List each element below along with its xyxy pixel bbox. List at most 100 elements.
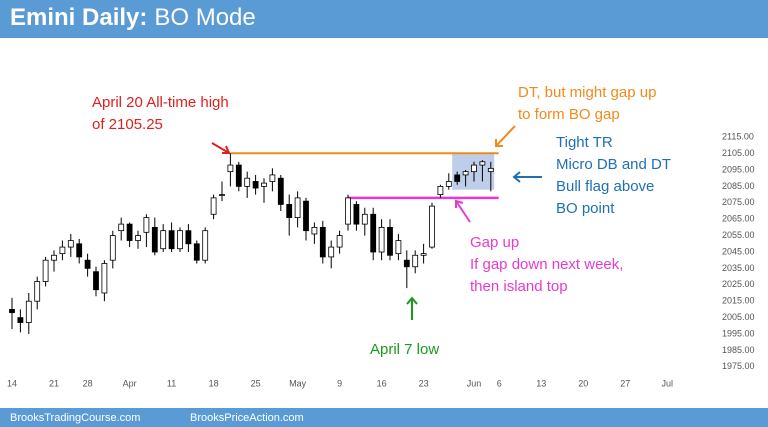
candle-body <box>160 230 167 250</box>
candle-body <box>361 213 368 225</box>
candle-body <box>286 204 293 218</box>
candle-body <box>261 182 267 187</box>
candle-body <box>319 226 326 258</box>
candle-body <box>252 181 259 189</box>
title-bar <box>0 0 768 38</box>
candle-body <box>395 240 402 255</box>
y-tick-label: 1975.00 <box>722 361 755 371</box>
candle-body <box>303 200 309 232</box>
candle-body <box>9 308 15 314</box>
y-tick-label: 1985.00 <box>722 345 755 355</box>
annotation: of 2105.25 <box>92 116 163 133</box>
candle-body <box>185 230 192 245</box>
x-tick-label: 27 <box>620 378 630 388</box>
candle-body <box>143 217 150 233</box>
annotation: If gap down next week, <box>470 256 623 273</box>
annotation: April 20 All-time high <box>92 94 229 111</box>
footer-right: BrooksPriceAction.com <box>190 412 304 424</box>
candle-body <box>487 167 494 173</box>
candle-body <box>429 205 435 248</box>
arrow <box>512 171 542 183</box>
candle-body <box>378 226 385 253</box>
annotation: DT, but might gap up <box>518 84 656 101</box>
candle-body <box>454 174 461 182</box>
x-tick-label: 16 <box>377 378 387 388</box>
chart-title: Emini Daily: BO Mode <box>10 4 256 31</box>
candle-body <box>244 177 251 187</box>
annotation: Tight TR <box>556 134 613 151</box>
x-tick-label: 14 <box>7 378 17 388</box>
candle-body <box>420 253 427 256</box>
candle-body <box>59 246 66 255</box>
footer-left: BrooksTradingCourse.com <box>10 412 140 424</box>
candle-body <box>42 259 49 282</box>
candle-body <box>84 259 91 269</box>
candle-body <box>403 259 410 268</box>
arrow <box>495 125 516 147</box>
y-tick-label: 2105.00 <box>722 148 755 158</box>
y-tick-label: 2115.00 <box>722 132 754 142</box>
y-tick-label: 2005.00 <box>722 312 755 322</box>
x-tick-label: 18 <box>209 378 219 388</box>
y-tick-label: 2085.00 <box>722 181 755 191</box>
y-tick-label: 2095.00 <box>722 164 755 174</box>
y-tick-label: 2075.00 <box>722 197 755 207</box>
x-tick-label: 9 <box>337 378 342 388</box>
x-tick-label: 25 <box>251 378 261 388</box>
x-tick-label: 23 <box>419 378 429 388</box>
x-tick-label: 6 <box>497 378 502 388</box>
candle-body <box>93 271 99 291</box>
title-rest: BO Mode <box>154 4 255 31</box>
candle-body <box>479 161 486 166</box>
annotation: Gap up <box>470 234 519 251</box>
candle-body <box>437 185 444 195</box>
annotation: Micro DB and DT <box>556 156 671 173</box>
candle-body <box>277 177 284 205</box>
x-tick-label: 13 <box>536 378 546 388</box>
candle-body <box>269 174 276 182</box>
candle-body <box>126 223 133 241</box>
annotation: to form BO gap <box>518 106 620 123</box>
y-tick-label: 2065.00 <box>722 214 755 224</box>
candle-body <box>311 226 318 235</box>
arrow <box>455 199 471 223</box>
y-tick-label: 1995.00 <box>722 328 755 338</box>
y-tick-label: 2015.00 <box>722 296 755 306</box>
candle-body <box>328 246 335 258</box>
x-tick-label: 21 <box>49 378 59 388</box>
candle-body <box>34 281 41 302</box>
x-tick-label: Jul <box>661 378 673 388</box>
candle-body <box>336 235 343 248</box>
candle-body <box>101 263 108 294</box>
candle-body <box>193 243 200 261</box>
y-tick-label: 2055.00 <box>722 230 755 240</box>
footer-bar <box>0 408 768 427</box>
candle-body <box>67 240 74 248</box>
candle-body <box>227 164 234 173</box>
x-tick-label: 11 <box>167 378 176 388</box>
annotation: April 7 low <box>370 341 439 358</box>
candle-body <box>445 181 452 187</box>
y-tick-label: 2025.00 <box>722 279 755 289</box>
x-tick-label: May <box>289 378 307 388</box>
arrows <box>211 125 542 320</box>
candle-body <box>202 230 209 261</box>
candle-body <box>51 254 57 261</box>
annotation: BO point <box>556 200 615 217</box>
candle-body <box>17 317 24 323</box>
arrow <box>211 142 231 154</box>
candle-body <box>235 164 242 187</box>
arrow <box>406 296 418 320</box>
candle-body <box>412 254 419 268</box>
x-tick-label: Jun <box>467 378 482 388</box>
candle-body <box>151 226 158 253</box>
candle-body <box>219 194 225 197</box>
candle-body <box>177 230 183 250</box>
candle-body <box>294 197 301 218</box>
candle-body <box>210 197 217 215</box>
candle-body <box>135 235 141 241</box>
candle-body <box>353 204 360 225</box>
candle-body <box>109 235 116 261</box>
candle-body <box>168 230 175 250</box>
